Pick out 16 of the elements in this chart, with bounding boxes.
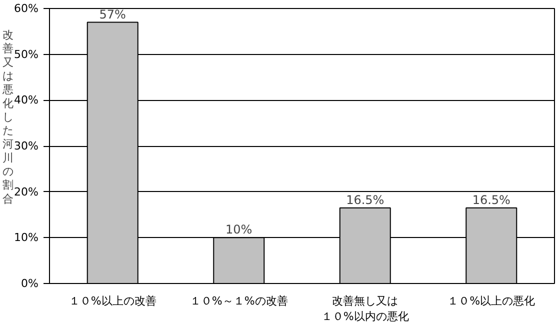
y-tick-label: 0%: [21, 277, 38, 290]
data-label: 16.5%: [346, 192, 384, 207]
data-label: 10%: [226, 222, 252, 237]
x-tick-label: 改善無し又は１０%以内の悪化: [321, 294, 409, 324]
text: 改善又は悪化した河川の割合: [2, 28, 14, 206]
x-tick-label: １０%～１%の改善: [190, 294, 288, 308]
y-tick-label: 20%: [14, 185, 39, 198]
y-tick-label: 10%: [14, 231, 39, 244]
x-tick-label: １０%以上の改善: [68, 294, 156, 308]
y-tick-label: 60%: [14, 2, 39, 15]
y-tick-label: 40%: [14, 94, 39, 107]
data-label: 16.5%: [472, 192, 510, 207]
data-label: 57%: [99, 7, 126, 22]
y-tick-label: 30%: [14, 140, 39, 152]
y-tick-label: 50%: [14, 48, 39, 61]
x-tick-label: １０%以上の悪化: [448, 294, 536, 308]
